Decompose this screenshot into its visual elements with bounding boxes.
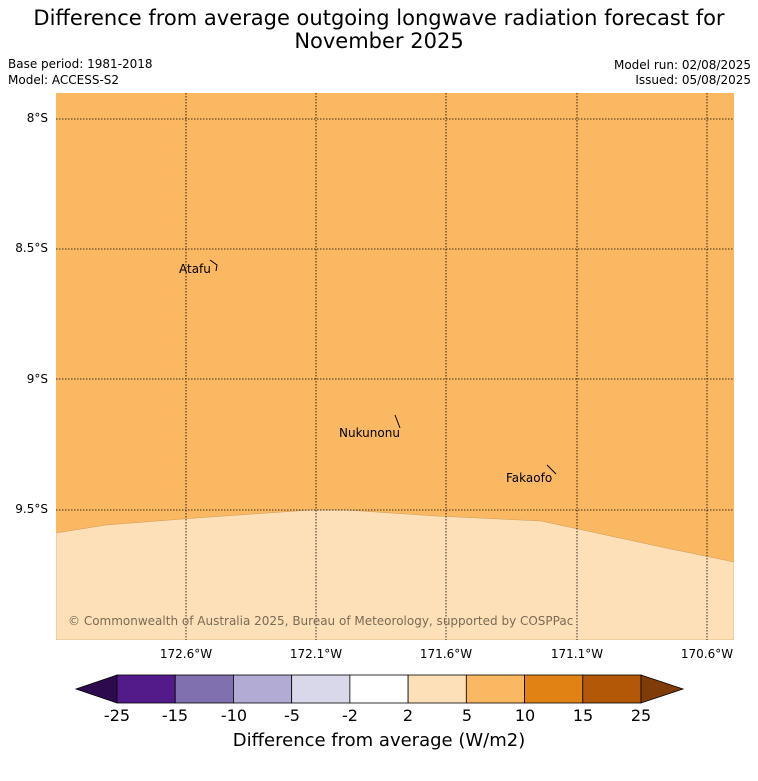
place-label-atafu: Atafu — [179, 262, 211, 276]
colorbar-tick: -5 — [284, 706, 300, 725]
colorbar-segment — [291, 674, 351, 704]
atafu-atoll — [209, 259, 218, 272]
colorbar-segment — [407, 674, 467, 704]
lon-label-171-6w: 171.6°W — [419, 647, 473, 661]
base-period: Base period: 1981-2018 — [8, 57, 153, 71]
title-line-1: Difference from average outgoing longwav… — [33, 6, 725, 30]
colorbar-tick: 25 — [630, 706, 652, 725]
colorbar-tick: 5 — [461, 706, 473, 725]
lon-label-170-6w: 170.6°W — [680, 647, 734, 661]
colorbar-label: Difference from average (W/m2) — [232, 730, 526, 751]
colorbar-tick: 15 — [572, 706, 594, 725]
lat-label-8-5s: 8.5°S — [15, 241, 48, 255]
model-name: Model: ACCESS-S2 — [8, 73, 120, 87]
colorbar-tick: -2 — [342, 706, 358, 725]
model-run: Model run: 02/08/2025 — [613, 58, 751, 72]
colorbar-tick: -10 — [220, 706, 248, 725]
colorbar-segment — [465, 674, 525, 704]
colorbar-segment — [349, 674, 409, 704]
issued-date: Issued: 05/08/2025 — [635, 73, 751, 87]
graticule — [56, 93, 734, 640]
lat-label-9s: 9°S — [26, 372, 48, 386]
lon-label-172-1w: 172.1°W — [289, 647, 343, 661]
map-panel — [56, 93, 734, 640]
colorbar-segments — [116, 674, 642, 704]
colorbar-over-extension — [640, 674, 685, 704]
nukunonu-atoll — [394, 414, 401, 429]
place-label-fakaofo: Fakaofo — [506, 471, 553, 485]
lat-label-8s: 8°S — [26, 111, 48, 125]
colorbar-under-extension — [74, 674, 118, 704]
lon-label-171-1w: 171.1°W — [550, 647, 604, 661]
colorbar-tick: 2 — [402, 706, 414, 725]
colorbar — [74, 674, 685, 704]
colorbar-tick: -25 — [103, 706, 131, 725]
colorbar-tick: 10 — [514, 706, 536, 725]
title-line-2: November 2025 — [294, 29, 464, 53]
colorbar-segment — [233, 674, 293, 704]
colorbar-tick: -15 — [161, 706, 189, 725]
anomaly-field-lower — [56, 509, 734, 640]
lon-label-172-6w: 172.6°W — [159, 647, 213, 661]
lat-label-9-5s: 9.5°S — [15, 502, 48, 516]
colorbar-segment — [116, 674, 176, 704]
colorbar-segment — [174, 674, 234, 704]
colorbar-segment — [582, 674, 642, 704]
place-label-nukunonu: Nukunonu — [339, 426, 400, 440]
colorbar-segment — [524, 674, 584, 704]
fakaofo-atoll — [546, 464, 557, 475]
island-coastlines — [209, 259, 557, 475]
copyright-notice: © Commonwealth of Australia 2025, Bureau… — [68, 614, 574, 628]
